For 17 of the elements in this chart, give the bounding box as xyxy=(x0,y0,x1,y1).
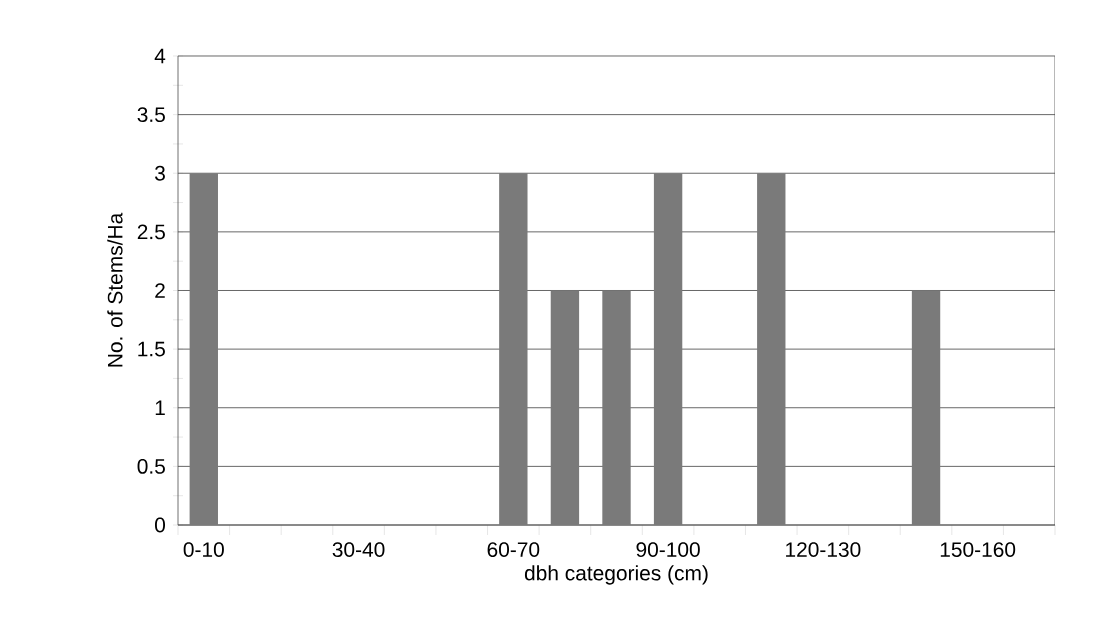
y-tick-label: 3.5 xyxy=(137,107,165,123)
y-tick-label: 2.5 xyxy=(137,224,165,240)
x-tick-label: 90-100 xyxy=(636,542,700,557)
x-tick-label: 120-130 xyxy=(786,542,861,557)
x-axis-title: dbh categories (cm) xyxy=(524,565,708,585)
y-tick-label: 4 xyxy=(154,48,166,64)
x-tick-label: 60-70 xyxy=(487,542,540,557)
y-tick-label: 1.5 xyxy=(138,341,165,357)
y-tick-label: 0.5 xyxy=(137,458,165,474)
x-tick-label: 30-40 xyxy=(332,542,385,557)
y-tick-label: 2 xyxy=(155,283,165,298)
y-axis-title: No. of Stems/Ha xyxy=(107,212,123,367)
y-tick-label: 1 xyxy=(155,400,165,415)
x-tick-label: 150-160 xyxy=(940,542,1016,557)
y-tick-label: 3 xyxy=(154,165,165,181)
x-tick-label: 0-10 xyxy=(183,542,224,557)
y-tick-label: 0 xyxy=(155,517,165,533)
